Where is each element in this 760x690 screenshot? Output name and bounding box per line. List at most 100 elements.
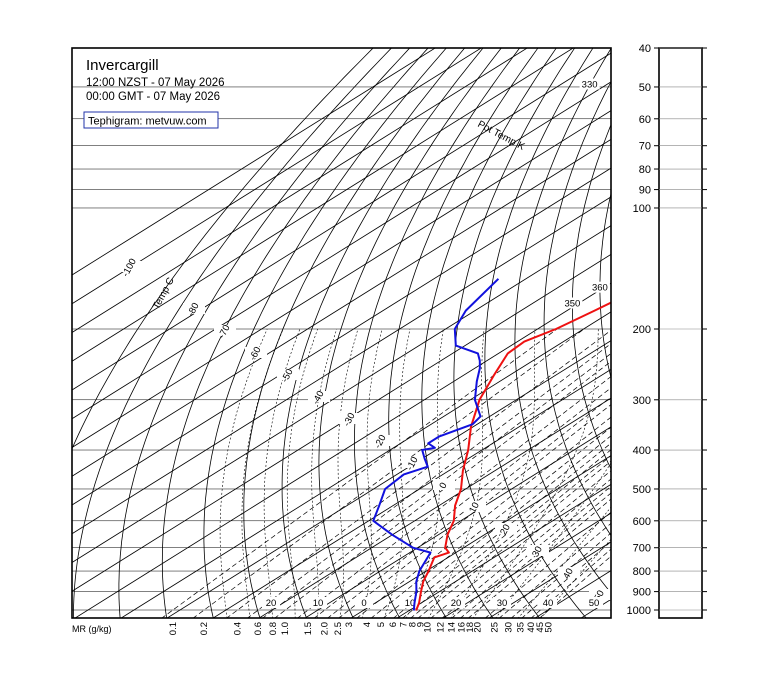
- mixing-ratio-line: [530, 548, 611, 618]
- mixing-ratio-line: [402, 449, 611, 618]
- mixing-ratio-line: [498, 522, 611, 618]
- bottom-isotherm-label: 30: [497, 598, 508, 609]
- bottom-isotherm-label-bg: [355, 597, 373, 608]
- mixing-ratio-line: [484, 511, 611, 618]
- isotherm-line: [258, 397, 611, 618]
- theta-label-bg: [589, 281, 610, 293]
- dry-adiabat-line: [421, 48, 557, 618]
- isotherm-label-bg: [245, 347, 267, 358]
- mr-tick-label: 18: [465, 622, 476, 633]
- mr-tick-label: 2.5: [333, 622, 344, 635]
- isotherm-label-bg: [527, 545, 549, 556]
- isotherm-labels: -100-80-70-60-50-40-30-20-10010203040502…: [119, 257, 611, 609]
- mixing-ratio-line: [467, 498, 611, 618]
- dry-adiabat-line: [727, 0, 760, 627]
- pressure-label: 40: [639, 43, 651, 55]
- saturated-adiabat-line: [361, 328, 383, 618]
- theta-label-bg: [579, 78, 600, 90]
- mr-tick-label: 5: [376, 622, 387, 627]
- bottom-isotherm-label-bg: [401, 597, 419, 608]
- pressure-label: 80: [639, 164, 651, 176]
- isotherm-line: [72, 167, 611, 506]
- pressure-label: 800: [633, 566, 651, 578]
- isotherm-line: [72, 48, 482, 305]
- saturated-adiabat-line: [219, 328, 268, 618]
- isotherm-label-bg: [339, 413, 361, 424]
- mr-tick-label: 25: [490, 622, 501, 633]
- dry-adiabat-line: [118, 48, 411, 618]
- mixing-ratio-line: [327, 396, 611, 618]
- mixing-ratio-line: [451, 485, 611, 618]
- mr-tick-label: 3: [344, 622, 355, 627]
- dry-adiabat-line: [703, 0, 760, 627]
- mixing-ratio-line: [356, 416, 611, 618]
- saturated-adiabat-line: [337, 328, 359, 618]
- isotherm-label-bg: [183, 303, 205, 314]
- theta-label: 330: [582, 79, 598, 90]
- saturated-adiabat-line: [241, 328, 284, 618]
- dry-adiabat-line: [281, 48, 484, 618]
- dry-adiabat-line: [203, 48, 447, 618]
- mr-tick-label: 1.5: [303, 622, 314, 635]
- dry-adiabat-line: [571, 123, 611, 470]
- dry-adiabat-line: [484, 48, 594, 618]
- saturated-adiabat-line: [540, 538, 611, 618]
- mixing-ratio-line: [226, 329, 611, 618]
- mr-tick-label: 8: [407, 622, 418, 627]
- mixing-ratio-line: [430, 470, 611, 618]
- mr-tick-label: 35: [515, 622, 526, 633]
- theta-label-bg: [562, 297, 583, 309]
- isotherm-label-bg: [277, 369, 299, 380]
- pressure-label: 200: [633, 324, 651, 336]
- pressure-label: 300: [633, 395, 651, 407]
- pressure-label: 100: [633, 203, 651, 215]
- mr-tick-label: 0.6: [253, 622, 264, 635]
- pressure-label: 50: [639, 82, 651, 94]
- isotherm-label-bg: [308, 391, 330, 402]
- temperature-profile-line: [415, 301, 611, 611]
- source-box: [83, 111, 219, 129]
- mixing-ratio-line: [417, 460, 611, 618]
- isotherm-label: 0: [437, 481, 449, 491]
- saturated-adiabat-line: [517, 506, 611, 618]
- bottom-isotherm-label-bg: [585, 597, 603, 608]
- dewpoint-profile-line: [372, 278, 500, 611]
- mixing-ratio-line: [297, 376, 611, 618]
- isotherm-line: [72, 225, 611, 563]
- bottom-isotherm-label: 20: [451, 598, 462, 609]
- mr-tick-label: 40: [526, 622, 537, 633]
- isotherm-label-bg: [402, 457, 424, 468]
- dry-adiabat-line: [453, 48, 576, 618]
- mixing-ratio-line: [338, 404, 611, 618]
- isotherm-label: 40: [561, 567, 576, 582]
- mr-tick-label: 2.0: [320, 622, 331, 635]
- theta-label: 350: [564, 299, 580, 310]
- mr-tick-label: 50: [544, 622, 555, 633]
- plot-frame: [71, 47, 612, 619]
- mixing-ratio-axis: MR (g/kg) 0.1 0.2 0.4 0.6 0.8 1.0 1.5 2.0 2.5 3 4 5…: [72, 622, 555, 635]
- isotherm-line: [396, 483, 611, 618]
- isotherm-line: [72, 196, 611, 535]
- dry-adiabat-line: [514, 48, 611, 594]
- mr-tick-label: 45: [535, 622, 546, 633]
- mixing-ratio-line: [393, 442, 611, 618]
- mr-axis-label: MR (g/kg): [72, 624, 112, 634]
- pressure-label: 500: [633, 484, 651, 496]
- isotherm-line: [72, 138, 611, 477]
- isotherm-line: [72, 81, 611, 420]
- mr-tick-label: 9: [415, 622, 426, 627]
- pressure-label: 90: [639, 185, 651, 197]
- chart-title: Invercargill: [86, 57, 159, 74]
- isotherm-label-bg: [370, 435, 392, 446]
- mixing-ratio-line: [441, 478, 611, 618]
- potential-temperature-labels: 330 350 360: [562, 78, 610, 310]
- mixing-ratio-line: [460, 492, 611, 618]
- mr-tick-label: 20: [473, 622, 484, 633]
- mr-tick-label: 0.8: [268, 622, 279, 635]
- dry-adiabat-line: [388, 48, 539, 618]
- mr-tick-label: 10: [423, 622, 434, 633]
- pressure-axis: 40 50 60 70 80 90 100 200 300 400 500 600 700 800 900 1…: [627, 43, 707, 619]
- dry-adiabat-line: [543, 81, 611, 537]
- isotherm-label: 20: [498, 523, 513, 538]
